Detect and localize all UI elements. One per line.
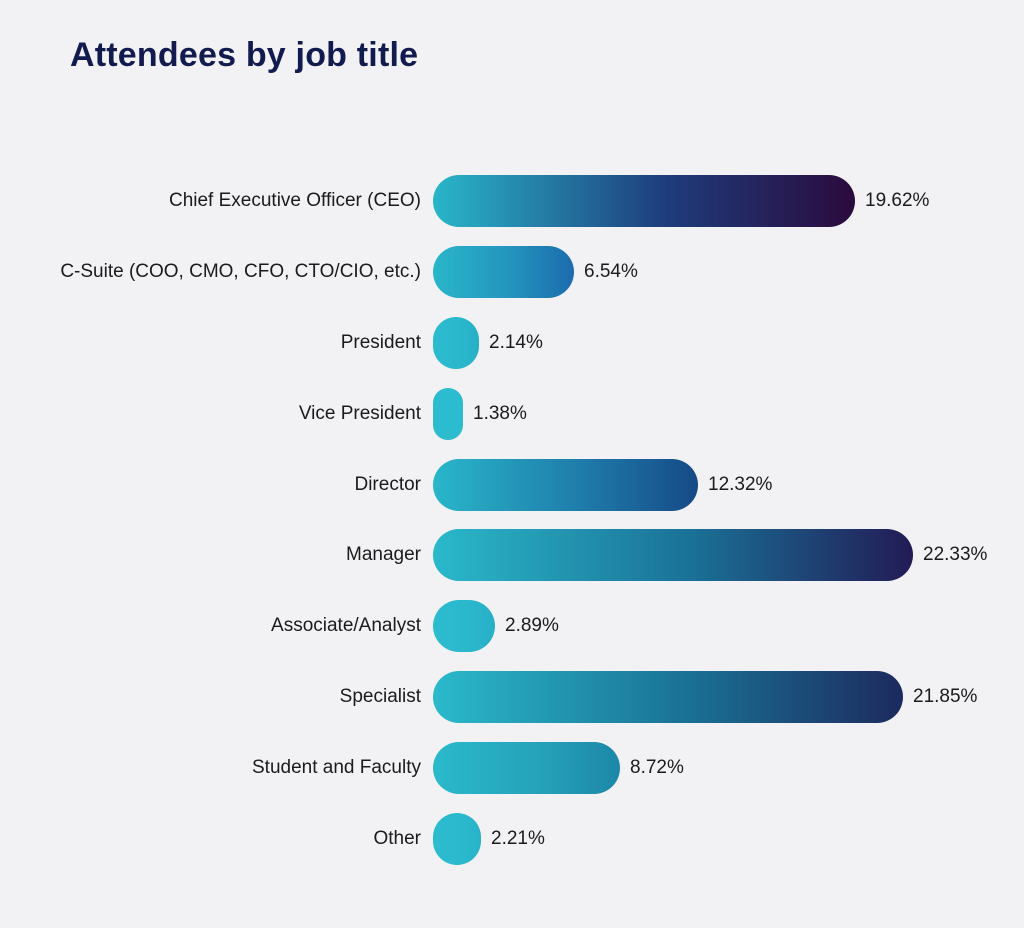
category-label: President <box>340 331 421 353</box>
category-label: Other <box>373 827 421 849</box>
category-label: Director <box>354 473 421 495</box>
value-label: 22.33% <box>923 544 988 566</box>
category-label: Specialist <box>339 685 421 707</box>
chart-row: Student and Faculty 8.72% <box>0 732 1024 803</box>
bar-chart: Chief Executive Officer (CEO) 19.62% C-S… <box>0 166 1024 874</box>
category-label: Student and Faculty <box>252 756 421 778</box>
bar-segment[interactable] <box>433 812 481 865</box>
category-label: Associate/Analyst <box>271 615 421 637</box>
category-label: Chief Executive Officer (CEO) <box>168 190 421 212</box>
chart-row: Director 12.32% <box>0 449 1024 520</box>
bar-segment[interactable] <box>433 670 903 723</box>
value-label: 1.38% <box>473 402 527 424</box>
chart-title: Attendees by job title <box>70 36 419 74</box>
chart-row: Chief Executive Officer (CEO) 19.62% <box>0 166 1024 237</box>
value-label: 2.89% <box>505 615 559 637</box>
value-label: 21.85% <box>913 685 978 707</box>
value-label: 6.54% <box>584 261 638 283</box>
bar-segment[interactable] <box>433 316 479 369</box>
bar-segment[interactable] <box>433 600 495 653</box>
chart-row: President 2.14% <box>0 308 1024 379</box>
value-label: 19.62% <box>865 190 930 212</box>
bar-segment[interactable] <box>433 741 620 794</box>
chart-row: Manager 22.33% <box>0 520 1024 591</box>
bar-segment[interactable] <box>433 175 855 228</box>
chart-row: Vice President 1.38% <box>0 378 1024 449</box>
category-label: Manager <box>346 544 421 566</box>
chart-row: C-Suite (COO, CMO, CFO, CTO/CIO, etc.) 6… <box>0 237 1024 308</box>
chart-row: Associate/Analyst 2.89% <box>0 591 1024 662</box>
value-label: 2.21% <box>491 827 545 849</box>
value-label: 8.72% <box>630 756 684 778</box>
category-label: Vice President <box>298 402 421 424</box>
chart-row: Specialist 21.85% <box>0 662 1024 733</box>
chart-row: Other 2.21% <box>0 803 1024 874</box>
bar-segment[interactable] <box>433 246 574 299</box>
category-label: C-Suite (COO, CMO, CFO, CTO/CIO, etc.) <box>60 261 421 283</box>
value-label: 12.32% <box>708 473 773 495</box>
value-label: 2.14% <box>489 331 543 353</box>
bar-segment[interactable] <box>433 387 463 440</box>
bar-segment[interactable] <box>433 529 913 582</box>
bar-segment[interactable] <box>433 458 698 511</box>
